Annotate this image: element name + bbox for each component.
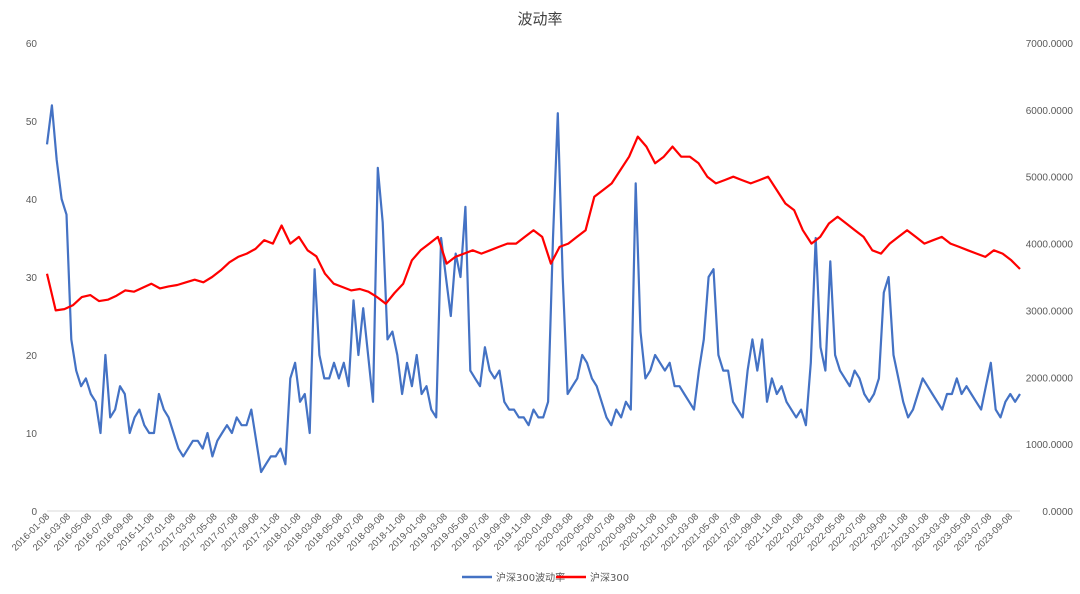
- right-tick-label: 7000.0000: [1026, 39, 1074, 50]
- left-tick-label: 20: [26, 351, 38, 362]
- legend-label-volatility: 沪深300波动率: [496, 571, 565, 584]
- left-tick-label: 10: [26, 429, 38, 440]
- plot-area: [45, 104, 1021, 474]
- left-tick-label: 40: [26, 195, 38, 206]
- legend-label-index: 沪深300: [590, 571, 629, 584]
- right-tick-label: 2000.0000: [1026, 373, 1074, 384]
- x-axis: 2016-01-082016-03-082016-05-082016-07-08…: [10, 511, 1015, 553]
- legend: 沪深300波动率 沪深300: [462, 571, 629, 584]
- right-tick-label: 0.0000: [1042, 507, 1073, 518]
- left-tick-label: 60: [26, 39, 38, 50]
- right-axis: 0.0000 1000.0000 2000.0000 3000.0000 4000.00…: [1026, 39, 1074, 518]
- right-tick-label: 1000.0000: [1026, 440, 1074, 451]
- series-line-index: [45, 135, 1021, 312]
- right-tick-label: 3000.0000: [1026, 306, 1074, 317]
- right-tick-label: 6000.0000: [1026, 106, 1074, 117]
- right-tick-label: 4000.0000: [1026, 240, 1074, 251]
- left-axis: 0 10 20 30 40 50 60: [26, 39, 38, 518]
- left-tick-label: 30: [26, 273, 38, 284]
- left-tick-label: 0: [31, 507, 37, 518]
- series-line-volatility: [45, 104, 1021, 474]
- chart-title: 波动率: [517, 10, 562, 28]
- right-tick-label: 5000.0000: [1026, 173, 1074, 184]
- left-tick-label: 50: [26, 117, 38, 128]
